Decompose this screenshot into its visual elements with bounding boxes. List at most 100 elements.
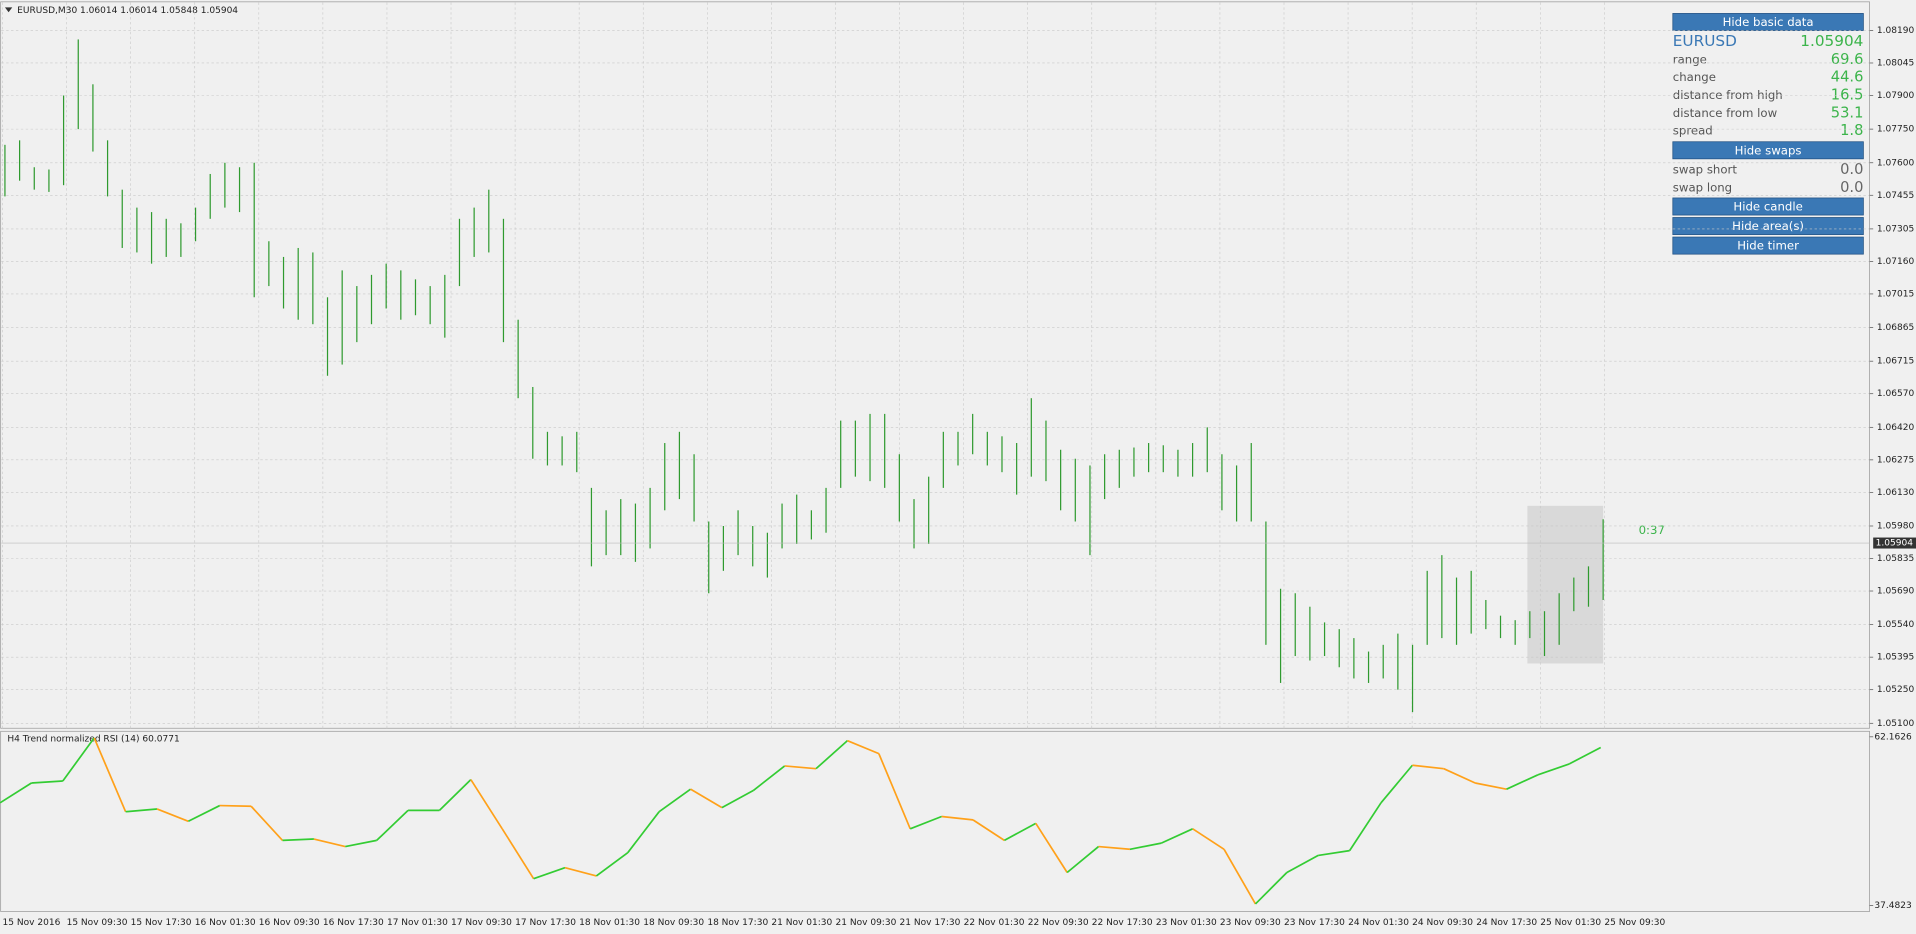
rsi-segment bbox=[1286, 854, 1319, 874]
x-tick-label: 21 Nov 17:30 bbox=[900, 918, 961, 928]
x-tick-label: 15 Nov 17:30 bbox=[131, 918, 192, 928]
rsi-segment bbox=[564, 866, 597, 877]
rsi-segment bbox=[1129, 842, 1162, 851]
rsi-segment bbox=[156, 808, 189, 823]
current-price-box bbox=[1873, 537, 1916, 549]
rsi-segment bbox=[847, 739, 880, 755]
rsi-tick-label: 62.1626 bbox=[1874, 732, 1912, 742]
rsi-segment bbox=[690, 788, 723, 809]
rsi-segment bbox=[470, 779, 503, 830]
rsi-segment bbox=[1443, 767, 1476, 784]
panel-button[interactable]: Hide timer bbox=[1672, 236, 1864, 255]
x-tick-label: 23 Nov 09:30 bbox=[1220, 918, 1281, 928]
button-bg[interactable] bbox=[1672, 236, 1864, 255]
rsi-segment bbox=[941, 815, 974, 821]
y-tick-label: 1.06130 bbox=[1877, 488, 1915, 498]
y-tick-label: 1.07750 bbox=[1877, 125, 1915, 135]
button-bg[interactable] bbox=[1672, 141, 1864, 160]
rsi-segment bbox=[345, 839, 377, 848]
rsi-segment bbox=[533, 866, 566, 880]
rsi-segment bbox=[0, 782, 32, 804]
rsi-segment bbox=[1254, 871, 1288, 905]
symbol-price: 1.05904 bbox=[1800, 32, 1863, 50]
rsi-segment bbox=[250, 805, 284, 841]
button-bg[interactable] bbox=[1672, 217, 1864, 235]
button-bg[interactable] bbox=[1672, 197, 1864, 216]
rsi-segment bbox=[752, 765, 786, 792]
swap-value: 0.0 bbox=[1840, 179, 1863, 196]
x-tick-label: 18 Nov 09:30 bbox=[643, 918, 704, 928]
x-tick-label: 15 Nov 09:30 bbox=[67, 918, 128, 928]
y-tick-label: 1.07600 bbox=[1877, 158, 1915, 168]
x-tick-label: 22 Nov 09:30 bbox=[1028, 918, 1089, 928]
rsi-segment bbox=[1223, 848, 1257, 905]
rsi-segment bbox=[1537, 763, 1570, 776]
y-tick-label: 1.07455 bbox=[1877, 191, 1914, 201]
row-value: 53.1 bbox=[1831, 104, 1864, 121]
panel-button[interactable]: Hide basic data bbox=[1672, 13, 1864, 31]
rsi-segment bbox=[62, 737, 95, 782]
rsi-segment bbox=[187, 804, 221, 823]
row-label: distance from high bbox=[1673, 88, 1783, 102]
rsi-segment bbox=[1568, 746, 1602, 765]
rsi-segment bbox=[219, 804, 252, 808]
y-tick-label: 1.07305 bbox=[1877, 224, 1914, 234]
rsi-segment bbox=[595, 852, 629, 877]
button-label[interactable]: Hide area(s) bbox=[1732, 219, 1804, 233]
rsi-segment bbox=[93, 737, 127, 813]
y-tick-label: 1.05980 bbox=[1877, 521, 1915, 531]
rsi-tick-label: 37.4823 bbox=[1874, 901, 1912, 911]
button-label[interactable]: Hide candle bbox=[1733, 200, 1802, 214]
rsi-frame bbox=[0, 730, 1870, 912]
row-label: spread bbox=[1673, 124, 1713, 138]
x-tick-label: 22 Nov 01:30 bbox=[964, 918, 1025, 928]
x-tick-label: 24 Nov 09:30 bbox=[1412, 918, 1473, 928]
row-label: range bbox=[1673, 52, 1707, 66]
button-label[interactable]: Hide swaps bbox=[1735, 143, 1802, 157]
x-tick-label: 22 Nov 17:30 bbox=[1092, 918, 1153, 928]
rsi-segment bbox=[1318, 849, 1350, 857]
rsi-segment bbox=[1192, 828, 1225, 850]
rsi-segment bbox=[815, 740, 849, 770]
rsi-segment bbox=[972, 819, 1005, 842]
rsi-segment bbox=[878, 753, 912, 830]
x-tick-label: 17 Nov 17:30 bbox=[515, 918, 576, 928]
rsi-segment bbox=[1380, 764, 1414, 804]
x-tick-label: 15 Nov 2016 bbox=[2, 918, 60, 928]
y-tick-label: 1.06865 bbox=[1877, 323, 1914, 333]
rsi-segment bbox=[282, 838, 314, 842]
row-value: 16.5 bbox=[1831, 87, 1864, 104]
row-value: 44.6 bbox=[1831, 69, 1864, 86]
x-tick-label: 23 Nov 01:30 bbox=[1156, 918, 1217, 928]
rsi-segment bbox=[1003, 822, 1037, 842]
rsi-segment bbox=[1098, 845, 1130, 851]
x-tick-label: 25 Nov 09:30 bbox=[1604, 918, 1665, 928]
y-tick-label: 1.05540 bbox=[1877, 620, 1915, 630]
x-tick-label: 16 Nov 09:30 bbox=[259, 918, 320, 928]
rsi-segment bbox=[31, 780, 63, 784]
rsi-segment bbox=[627, 811, 660, 854]
panel-button[interactable]: Hide candle bbox=[1672, 197, 1864, 216]
timer: 0:37 bbox=[1639, 523, 1665, 537]
price-frame bbox=[0, 1, 1870, 729]
rsi-segment bbox=[313, 838, 346, 848]
rsi-segment bbox=[1412, 764, 1444, 770]
rsi-segment bbox=[721, 789, 754, 809]
panel-button[interactable]: Hide swaps bbox=[1672, 141, 1864, 160]
button-label[interactable]: Hide timer bbox=[1737, 239, 1799, 253]
panel-button[interactable]: Hide area(s) bbox=[1672, 217, 1864, 235]
rsi-segment bbox=[1348, 802, 1382, 852]
y-tick-label: 1.05250 bbox=[1877, 685, 1915, 695]
rsi-segment bbox=[1035, 822, 1068, 873]
x-tick-label: 18 Nov 17:30 bbox=[707, 918, 768, 928]
button-bg[interactable] bbox=[1672, 13, 1864, 31]
button-label[interactable]: Hide basic data bbox=[1723, 15, 1814, 29]
rsi-segment bbox=[1160, 828, 1194, 844]
x-tick-label: 21 Nov 09:30 bbox=[835, 918, 896, 928]
y-tick-label: 1.08190 bbox=[1877, 26, 1915, 36]
x-tick-label: 18 Nov 01:30 bbox=[579, 918, 640, 928]
rsi-segment bbox=[1066, 845, 1100, 874]
row-value: 69.6 bbox=[1831, 51, 1864, 68]
